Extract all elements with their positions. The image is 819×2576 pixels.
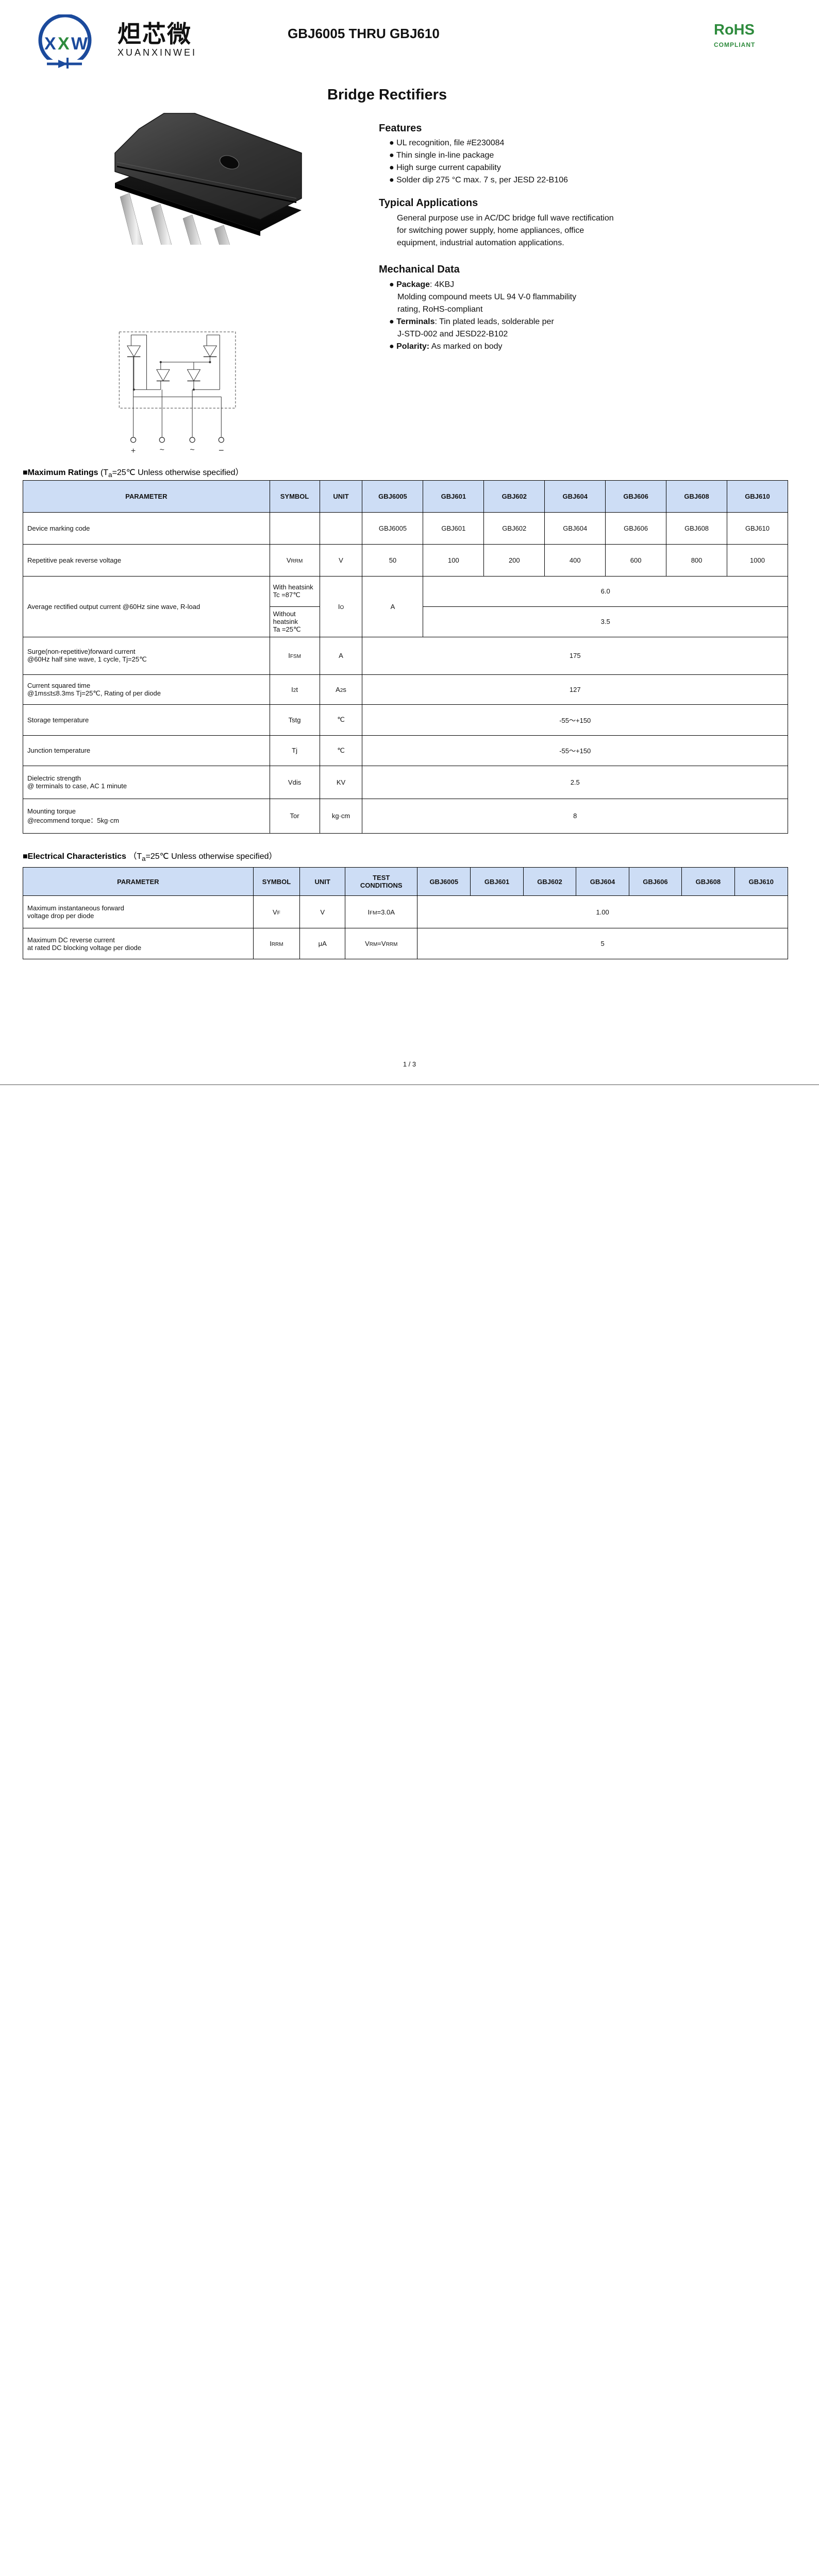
svg-text:−: −	[219, 445, 224, 455]
svg-text:X: X	[58, 34, 70, 54]
svg-text:W: W	[71, 34, 88, 54]
svg-text:+: +	[131, 447, 136, 455]
svg-text:~: ~	[160, 446, 164, 454]
svg-text:~: ~	[190, 446, 194, 454]
svg-text:X: X	[44, 34, 56, 54]
